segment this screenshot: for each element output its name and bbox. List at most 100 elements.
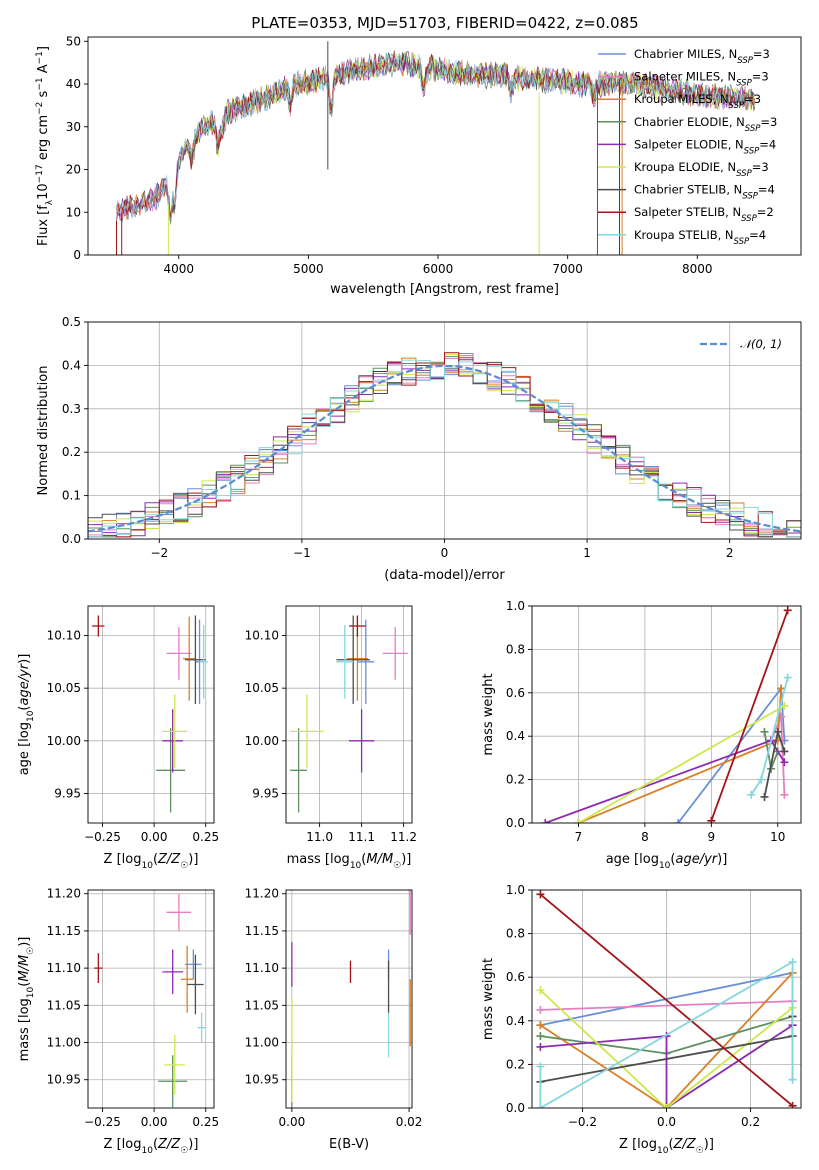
y-tick-label: 0.2 [506, 1057, 525, 1071]
legend-entry: 𝒩(0, 1) [740, 337, 782, 351]
y-tick-label: 0.6 [506, 686, 525, 700]
x-tick-label: −1 [293, 546, 311, 560]
y-tick-label: 10.10 [47, 628, 81, 642]
y-tick-label: 10.05 [245, 681, 279, 695]
x-tick-label: −0.2 [568, 1115, 597, 1129]
y-axis-label: mass weight [481, 958, 496, 1040]
y-tick-label: 0.2 [62, 445, 81, 459]
errorbar-point [336, 615, 370, 704]
errorbar-point [185, 615, 206, 704]
y-tick-label: 11.05 [47, 998, 81, 1012]
y-tick-label: 0.1 [62, 489, 81, 503]
y-tick-label: 11.00 [245, 1036, 279, 1050]
x-tick-label: 8 [641, 830, 649, 844]
series-line [539, 960, 794, 1108]
legend-entry: Kroupa ELODIE, NSSP=3 [634, 160, 769, 179]
spectrum-line [116, 50, 756, 222]
x-tick-label: −0.25 [84, 1115, 121, 1129]
series-line [710, 609, 789, 822]
errorbar-point [197, 1012, 206, 1043]
y-tick-label: 0.5 [62, 315, 81, 329]
series-marker [760, 792, 769, 801]
y-tick-label: 30 [66, 120, 81, 134]
errorbar-point [166, 627, 192, 680]
x-tick-label: 0.2 [741, 1115, 760, 1129]
series-marker [662, 1104, 671, 1108]
panels: 4000 5000 6000 7000 800001020304050wavelengt… [17, 34, 802, 1156]
x-tick-label: 11.0 [306, 830, 333, 844]
age-vs-mass-panel: 11.0 11.1 11.2 9.95 10.00 10.05 10.10 mass [log… [245, 605, 417, 871]
series-line [539, 893, 794, 1107]
y-tick-label: 40 [66, 77, 81, 91]
y-tick-label: 20 [66, 163, 81, 177]
weight-vs-age-panel: 7 8 9 10 0.0 0.2 0.4 0.6 0.8 1.0 age [log10(age/yr… [481, 599, 802, 871]
legend-entry: Chabrier MILES, NSSP=3 [634, 47, 770, 66]
x-tick-label: 11.2 [390, 830, 417, 844]
x-axis-label: wavelength [Angstrom, rest frame] [330, 282, 559, 297]
series-marker [788, 1075, 797, 1084]
spectrum-panel: 4000 5000 6000 7000 8000 0 10 20 30 40 50 wavelengt… [35, 34, 802, 297]
y-tick-label: 9.95 [252, 787, 279, 801]
legend-entry: Salpeter ELODIE, NSSP=4 [634, 137, 776, 156]
series-marker [780, 701, 789, 710]
errorbar-point [357, 619, 375, 704]
legend-entry: Chabrier STELIB, NSSP=4 [634, 183, 775, 202]
errorbar-point [336, 624, 354, 699]
errorbar-point [158, 1055, 188, 1108]
series-marker [536, 1104, 545, 1108]
series-marker [788, 1101, 797, 1108]
x-tick-label: 10 [770, 830, 785, 844]
y-tick-label: 0.8 [506, 642, 525, 656]
y-tick-label: 0.4 [506, 1014, 525, 1028]
axes-frame [87, 605, 215, 824]
x-tick-label: 0.00 [279, 1115, 306, 1129]
series-marker [536, 1021, 545, 1030]
errorbar-point [92, 615, 105, 637]
x-tick-label: 0.00 [141, 1115, 168, 1129]
errorbar-point [162, 949, 184, 995]
y-tick-label: 9.95 [54, 787, 81, 801]
x-axis-label: Z [log10(Z/Z☉)] [619, 1137, 714, 1156]
y-tick-label: 11.20 [47, 887, 81, 901]
y-tick-label: 10.95 [245, 1073, 279, 1087]
x-tick-label: 5000 [293, 262, 324, 276]
y-axis-label: Normed distribution [36, 366, 51, 496]
histogram-step [87, 359, 801, 539]
x-axis-label: Z [log10(Z/Z☉)] [104, 1137, 199, 1156]
series-marker [780, 747, 789, 756]
y-tick-label: 0.0 [506, 1101, 525, 1115]
series-group [541, 606, 792, 823]
y-axis-label: mass weight [481, 673, 496, 755]
y-tick-label: 0.3 [62, 402, 81, 416]
y-tick-label: 0.8 [506, 927, 525, 941]
x-tick-label: 0.02 [396, 1115, 423, 1129]
legend-entry: Chabrier ELODIE, NSSP=3 [634, 115, 777, 134]
axes-frame [285, 605, 413, 824]
errorbar-point [290, 694, 324, 769]
x-tick-label: −0.25 [84, 830, 121, 844]
series-group [536, 890, 797, 1108]
x-tick-label: 0.25 [192, 830, 219, 844]
axes-frame [531, 605, 802, 824]
normal-curve [87, 364, 802, 533]
x-tick-label: 4000 [163, 262, 194, 276]
y-tick-label: 10.10 [245, 628, 279, 642]
y-tick-label: 0.0 [506, 816, 525, 830]
errorbar-point [349, 709, 375, 773]
weight-vs-Z-panel: −0.2 0.0 0.2 0.0 0.2 0.4 0.6 0.8 1.0 Z [log10(Z/Z… [481, 883, 802, 1156]
series-marker [788, 957, 797, 966]
x-tick-label: 8000 [682, 262, 713, 276]
x-axis-label: mass [log10(M/M☉)] [287, 852, 412, 871]
x-tick-label: 11.1 [348, 830, 375, 844]
errorbar-point [166, 893, 192, 931]
y-tick-label: 11.15 [47, 924, 81, 938]
x-tick-label: 1 [583, 546, 591, 560]
x-tick-label: 0.0 [657, 1115, 676, 1129]
residuals-panel: −2 −1 0 1 2 0.0 0.1 0.2 0.3 0.4 0.5 (data-model)/er… [36, 315, 802, 583]
y-tick-label: 0.4 [62, 358, 81, 372]
errorbar-point [290, 728, 307, 813]
y-tick-label: 0.4 [506, 729, 525, 743]
errorbar-point [185, 949, 202, 980]
y-tick-label: 11.00 [47, 1036, 81, 1050]
